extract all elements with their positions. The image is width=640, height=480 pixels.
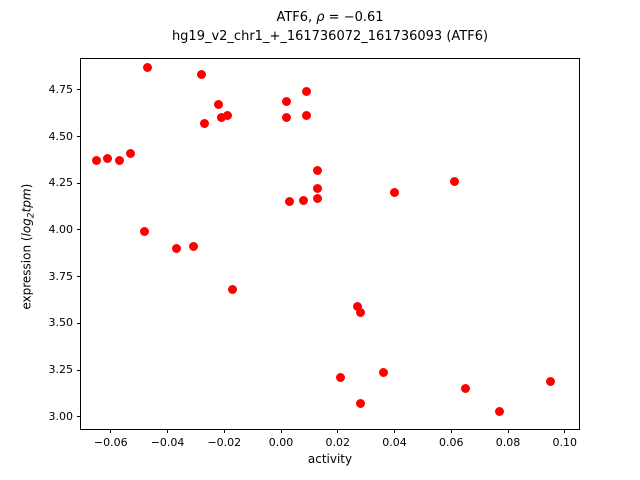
y-axis-tick-label: 3.25 <box>48 363 74 377</box>
data-point <box>197 70 207 80</box>
x-axis-tick-label: −0.06 <box>93 436 128 449</box>
title-correlation-value: = −0.61 <box>324 10 384 25</box>
data-point <box>140 227 150 237</box>
y-axis-tick-mark <box>77 229 81 231</box>
x-axis-tick-label: 0.06 <box>439 436 464 449</box>
x-axis-tick-mark <box>223 429 225 433</box>
y-axis-tick-mark <box>77 322 81 324</box>
title-text: ATF6, <box>276 10 317 25</box>
data-point <box>495 406 505 416</box>
x-axis-tick-mark <box>394 429 396 433</box>
data-point <box>216 113 226 123</box>
x-axis-tick-label: 0.08 <box>495 436 521 449</box>
data-point <box>313 165 323 175</box>
title-rho-symbol: ρ <box>316 10 325 25</box>
data-point <box>378 367 388 377</box>
data-point <box>143 62 153 72</box>
data-point <box>302 87 312 97</box>
y-axis-tick-label: 4.50 <box>48 129 74 143</box>
data-point <box>126 148 136 158</box>
plot-canvas: −0.06 −0.04 −0.02 0.00 0.02 0.04 0.06 0.08 0.10 3… <box>49 59 579 449</box>
y-axis-tick-label: 4.75 <box>48 82 74 96</box>
data-point <box>390 188 400 198</box>
data-point <box>356 307 365 317</box>
x-axis-tick-mark <box>507 429 509 433</box>
x-axis-tick-mark <box>280 429 282 433</box>
data-point <box>92 156 102 166</box>
data-point <box>222 111 232 121</box>
x-axis-tick-label: 0.02 <box>325 436 351 449</box>
y-axis-tick-label: 4.00 <box>48 222 74 236</box>
plot-area: −0.06 −0.04 −0.02 0.00 0.02 0.04 0.06 0.08 0.10 3… <box>49 58 580 449</box>
x-axis-tick-label: −0.04 <box>150 436 185 449</box>
x-axis-tick-label: −0.02 <box>207 436 242 449</box>
x-axis-tick-mark <box>564 429 566 433</box>
chart-title-line2: hg19_v2_chr1_+_161736072_161736093 (ATF6… <box>171 29 489 44</box>
x-axis-tick-mark <box>450 429 452 433</box>
data-point <box>228 285 238 295</box>
data-point <box>313 193 323 203</box>
data-point <box>285 197 295 207</box>
data-point <box>313 184 323 194</box>
data-point <box>188 242 198 252</box>
data-point <box>282 113 292 123</box>
chart-title-line1: ATF6, ρ = −0.61 <box>80 8 580 27</box>
data-point <box>302 111 312 121</box>
data-point <box>336 373 346 383</box>
y-axis-tick-mark <box>77 136 81 138</box>
y-axis-tick-label: 4.25 <box>48 176 74 190</box>
x-axis-tick-label: 0.04 <box>382 436 407 449</box>
y-axis-tick-mark <box>77 276 81 278</box>
y-axis-tick-mark <box>77 182 81 184</box>
data-point <box>353 302 363 312</box>
x-axis-tick-mark <box>167 429 169 433</box>
y-axis-tick-label: 3.75 <box>48 269 74 283</box>
y-axis-tick-mark <box>77 89 81 91</box>
x-axis-tick-mark <box>110 429 112 433</box>
data-point <box>103 154 113 164</box>
data-point <box>356 399 365 409</box>
chart-title: ATF6, ρ = −0.61 hg19_v2_chr1_+_161736072… <box>80 8 580 46</box>
data-point <box>299 195 309 205</box>
data-point <box>214 100 224 110</box>
data-point <box>460 384 470 394</box>
y-axis-tick-label: 3.00 <box>48 409 74 423</box>
data-point <box>199 118 209 128</box>
y-axis-tick-label: 3.50 <box>48 316 74 330</box>
x-axis-tick-label: 0.10 <box>552 436 578 449</box>
data-point <box>171 244 181 254</box>
data-point <box>282 96 292 106</box>
x-axis-tick-mark <box>337 429 339 433</box>
data-point <box>546 376 556 386</box>
x-axis-label: activity <box>307 452 353 466</box>
y-axis-tick-mark <box>77 369 81 371</box>
data-point <box>114 156 124 166</box>
y-axis-tick-mark <box>77 416 81 418</box>
data-point <box>449 176 459 186</box>
x-axis-tick-label: 0.00 <box>268 436 294 449</box>
